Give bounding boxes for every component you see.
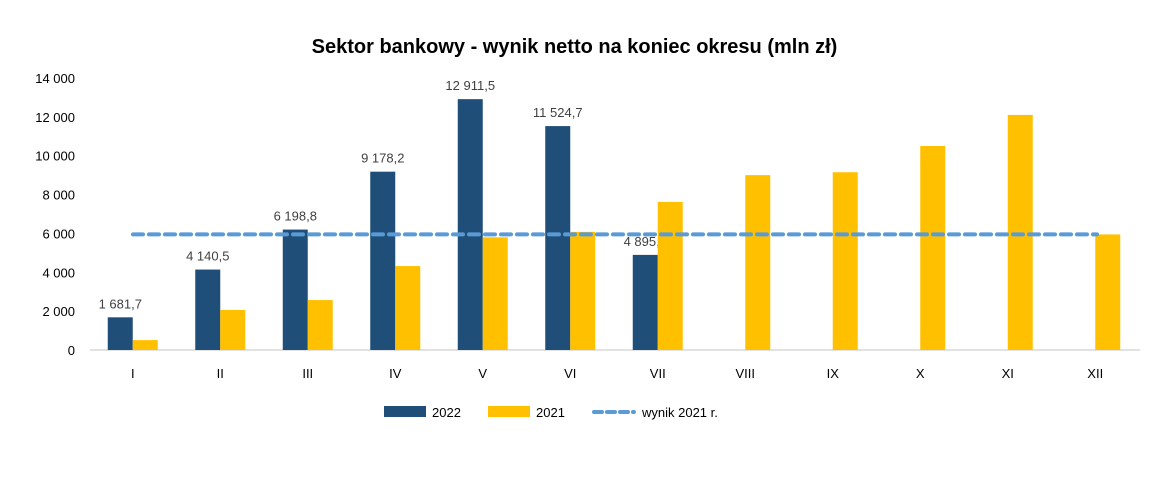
bar-2022	[195, 269, 221, 350]
bar-2022	[282, 229, 308, 350]
x-tick-label: III	[302, 366, 313, 381]
bar-2021	[395, 266, 421, 350]
bar-2022	[457, 99, 483, 350]
bar-2021	[920, 146, 946, 350]
data-label: 4 895,4	[624, 234, 667, 249]
y-tick-label: 14 000	[35, 71, 75, 86]
bar-2021	[832, 172, 858, 350]
x-tick-label: II	[217, 366, 224, 381]
legend-swatch-2021	[488, 406, 530, 417]
bar-2022	[370, 171, 396, 350]
data-label: 4 140,5	[186, 249, 229, 264]
bar-2022	[632, 254, 658, 350]
x-tick-label: VI	[564, 366, 576, 381]
bar-2021	[570, 231, 596, 350]
legend-label-2021: 2021	[536, 405, 565, 420]
legend-swatch-2022	[384, 406, 426, 417]
x-tick-label: VIII	[735, 366, 755, 381]
bar-2021	[745, 175, 771, 350]
y-tick-label: 12 000	[35, 110, 75, 125]
bar-2021	[132, 340, 158, 350]
bar-2021	[1095, 234, 1121, 350]
legend-label-2022: 2022	[432, 405, 461, 420]
data-label: 11 524,7	[533, 105, 583, 120]
y-tick-label: 2 000	[42, 304, 75, 319]
legend-label-reference: wynik 2021 r.	[641, 405, 718, 420]
x-tick-label: I	[131, 366, 135, 381]
y-tick-label: 4 000	[42, 265, 75, 280]
x-tick-label: XII	[1087, 366, 1103, 381]
data-label: 9 178,2	[361, 151, 404, 166]
y-tick-label: 8 000	[42, 188, 75, 203]
x-tick-label: V	[478, 366, 487, 381]
x-tick-label: X	[916, 366, 925, 381]
bar-2021	[482, 237, 508, 350]
bar-2021	[307, 300, 333, 350]
data-label: 6 198,8	[274, 209, 317, 224]
chart-title: Sektor bankowy - wynik netto na koniec o…	[311, 36, 838, 58]
bar-2021	[220, 309, 246, 350]
data-label: 1 681,7	[99, 296, 142, 311]
bar-2022	[545, 126, 571, 350]
y-tick-label: 10 000	[35, 149, 75, 164]
x-tick-label: VII	[650, 366, 666, 381]
data-label: 12 911,5	[445, 78, 495, 93]
x-tick-label: IV	[389, 366, 402, 381]
y-tick-label: 0	[68, 343, 75, 358]
bar-2022	[107, 317, 133, 350]
bar-2021	[657, 201, 683, 350]
x-tick-label: XI	[1002, 366, 1014, 381]
y-tick-label: 6 000	[42, 226, 75, 241]
x-tick-label: IX	[827, 366, 840, 381]
